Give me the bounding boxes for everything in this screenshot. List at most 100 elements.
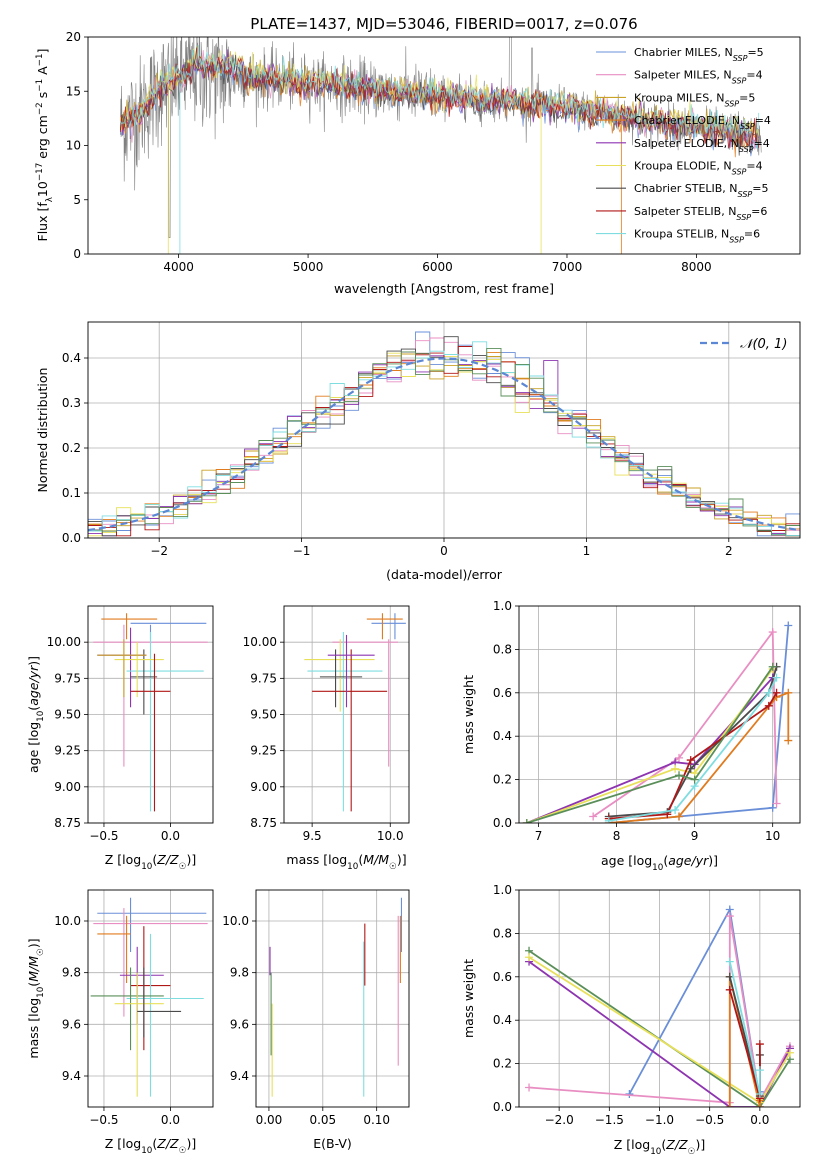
weight-line [526, 676, 774, 823]
y-tick-label: 0.2 [62, 441, 81, 455]
weight-line [592, 629, 778, 818]
x-tick-label: −0.5 [89, 1113, 118, 1127]
x-tick-label: 9.5 [303, 829, 322, 843]
weight-marker [755, 1040, 764, 1049]
chart-age_vs_Z: −0.5 0.0 8.75 9.00 9.25 9.50 9.75 10.00 [47, 605, 214, 843]
y-tick-label: 10.0 [222, 914, 249, 928]
y-tick-label: 0.0 [62, 531, 81, 545]
y-axis-label: mass [log10(M/M☉)] [26, 938, 46, 1058]
weight-line [526, 666, 774, 823]
y-tick-label: 9.25 [250, 744, 277, 758]
weight-line [526, 668, 774, 823]
gaussian-curve [88, 357, 798, 532]
weight-marker [725, 912, 734, 921]
chart-weight_vs_age: 7 8 9 10 0.0 0.2 0.4 0.6 0.8 1.0 [493, 599, 801, 843]
weight-marker [604, 816, 613, 823]
weight-line [528, 950, 791, 1107]
weight-marker [625, 1089, 634, 1098]
chart-spectrum: 4000 5000 6000 7000 8000 0 5 10 15 20 [66, 30, 801, 274]
y-axis-label: Flux [fλ10−17 erg cm−2 s−1 A−1] [35, 49, 55, 242]
x-tick-label: −1.5 [595, 1113, 624, 1127]
y-tick-label: 10 [66, 139, 81, 153]
x-tick-label: −2 [150, 544, 168, 558]
weight-marker [525, 953, 534, 962]
y-tick-label: 1.0 [493, 883, 512, 897]
weight-marker [772, 688, 781, 697]
y-tick-label: 9.75 [54, 671, 81, 685]
y-tick-label: 9.6 [62, 1017, 81, 1031]
y-tick-label: 10.00 [243, 635, 277, 649]
y-tick-label: 0.6 [493, 970, 512, 984]
weight-marker [725, 985, 734, 994]
x-axis-label: (data-model)/error [386, 567, 503, 582]
weight-marker [671, 805, 680, 814]
x-tick-label: 2 [725, 544, 733, 558]
x-tick-label: 4000 [163, 260, 194, 274]
legend-label: Salpeter STELIB, NSSP=6 [634, 205, 767, 222]
plot-area [519, 890, 800, 1107]
chart-mass_vs_EBV: 0.00 0.05 0.10 9.4 9.6 9.8 10.0 [222, 889, 410, 1127]
weight-marker [755, 1066, 764, 1075]
legend-label: Salpeter ELODIE, NSSP=4 [634, 137, 770, 154]
y-tick-label: 0.3 [62, 396, 81, 410]
weight-marker [784, 688, 793, 697]
weight-marker [675, 812, 684, 821]
x-tick-label: 0.0 [750, 1113, 769, 1127]
plot-area [284, 606, 409, 823]
x-tick-label: −0.5 [89, 829, 118, 843]
x-tick-label: −2.0 [545, 1113, 574, 1127]
x-axis-label: Z [log10(Z/Z☉)] [105, 852, 196, 872]
y-tick-label: 0.8 [493, 926, 512, 940]
axes-frame [87, 605, 214, 824]
weight-marker [772, 799, 781, 808]
y-tick-label: 0.0 [493, 816, 512, 830]
legend-label: Kroupa ELODIE, NSSP=4 [634, 160, 763, 177]
y-tick-label: 9.25 [54, 744, 81, 758]
y-tick-label: 0.4 [62, 351, 81, 365]
x-tick-label: 0.05 [309, 1113, 336, 1127]
y-tick-label: 15 [66, 84, 81, 98]
axes-frame [283, 605, 410, 824]
x-tick-label: 8 [613, 829, 621, 843]
x-tick-label: 0.0 [161, 829, 180, 843]
y-tick-label: 5 [73, 193, 81, 207]
legend-label: Chabrier ELODIE, NSSP=4 [634, 114, 771, 131]
model-spectrum [120, 44, 759, 149]
x-tick-label: 0.0 [161, 1113, 180, 1127]
x-tick-label: 8000 [681, 260, 712, 274]
y-axis-label: age [log10(age/yr)] [26, 656, 46, 773]
weight-marker [675, 771, 684, 780]
y-tick-label: 8.75 [250, 816, 277, 830]
y-tick-label: 0.8 [493, 642, 512, 656]
x-tick-label: −1 [293, 544, 311, 558]
legend-label: Kroupa MILES, NSSP=5 [634, 91, 755, 108]
model-spectrum [120, 47, 759, 149]
legend-label: Chabrier MILES, NSSP=5 [634, 46, 764, 63]
y-tick-label: 9.4 [62, 1069, 81, 1083]
weight-line [608, 691, 790, 823]
weight-marker [768, 662, 777, 671]
residual-histogram [88, 347, 800, 536]
weight-marker [690, 775, 699, 784]
legend-label: Salpeter MILES, NSSP=4 [634, 69, 763, 86]
x-tick-label: −1.0 [645, 1113, 674, 1127]
chart-residuals: −2 −1 0 1 2 0.0 0.1 0.2 0.3 0.4 [62, 321, 801, 558]
legend-label: Chabrier STELIB, NSSP=5 [634, 182, 768, 199]
y-tick-label: 0.2 [493, 773, 512, 787]
y-axis-label: mass weight [461, 675, 476, 754]
x-tick-label: 0.00 [256, 1113, 283, 1127]
y-tick-label: 0.4 [493, 729, 512, 743]
y-tick-label: 8.75 [54, 816, 81, 830]
axes-frame [87, 889, 214, 1108]
y-tick-label: 0.4 [493, 1013, 512, 1027]
axes-frame [518, 889, 801, 1108]
x-tick-label: 10.0 [377, 829, 404, 843]
y-tick-label: 9.8 [230, 966, 249, 980]
x-axis-label: Z [log10(Z/Z☉)] [105, 1136, 196, 1156]
x-tick-label: 7 [535, 829, 543, 843]
axes-frame [255, 889, 410, 1108]
weight-marker [785, 1048, 794, 1057]
plot-area [88, 890, 213, 1107]
weight-marker [671, 764, 680, 773]
chart-age_vs_mass: 9.5 10.0 8.75 9.00 9.25 9.50 9.75 10.00 [243, 605, 410, 843]
